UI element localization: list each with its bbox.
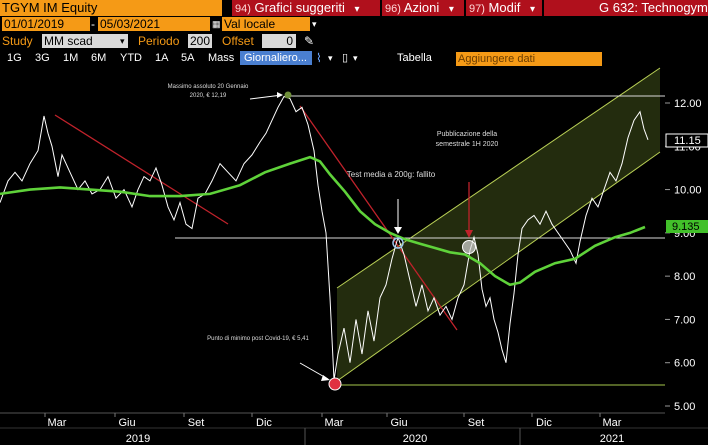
annotation-min-label: Punto di minimo post Covid-19, € 5,41 bbox=[207, 336, 309, 342]
chevron-down-icon: ▾ bbox=[354, 4, 360, 15]
period-label: Periodo bbox=[138, 34, 180, 48]
annotation-ma-test-label: Test media a 200g: fallito bbox=[346, 170, 436, 179]
x-tick-label: Giu bbox=[118, 417, 135, 429]
last-price-tag bbox=[665, 133, 708, 148]
period-ytd-button[interactable]: YTD bbox=[120, 52, 142, 64]
x-tick-label: Giu bbox=[390, 417, 407, 429]
chevron-down-icon[interactable]: ▾ bbox=[312, 19, 317, 29]
annotation-max-label: Massimo assoluto 20 Gennaio 2020, € 12,1… bbox=[167, 84, 249, 99]
x-tick-label: Mar bbox=[48, 417, 67, 429]
add-data-input[interactable]: Aggiungere dati bbox=[456, 52, 602, 66]
y-tick-label: 8.00 bbox=[674, 271, 695, 283]
year-label: 2020 bbox=[403, 433, 427, 445]
channel-upper-line bbox=[336, 67, 661, 289]
y-tick-label: 10.00 bbox=[674, 185, 702, 197]
offset-input[interactable]: 0 bbox=[262, 34, 296, 48]
period-input[interactable]: 200 bbox=[188, 34, 212, 48]
downtrend-line-2019 bbox=[54, 114, 229, 225]
study-select[interactable]: MM scad bbox=[42, 34, 128, 48]
arrow-head-icon bbox=[394, 227, 402, 234]
ma-value-label: 9.135 bbox=[672, 221, 700, 233]
chart-type-icon[interactable]: ▯ bbox=[342, 52, 349, 64]
menu-label: Modif bbox=[488, 0, 521, 15]
frequency-label: Giornaliero bbox=[244, 52, 298, 64]
date-range-bar: 01/01/2019 - 05/03/2021 ▦ Val locale ▾ bbox=[0, 16, 708, 33]
x-tick-label: Mar bbox=[603, 417, 622, 429]
annotation-arrow bbox=[249, 94, 283, 100]
ellipsis: ... bbox=[297, 52, 307, 64]
ma-test-marker bbox=[392, 237, 404, 249]
min-point-marker bbox=[328, 377, 342, 391]
chart-function-title: G 632: Technogym bbox=[544, 0, 708, 16]
date-separator: - bbox=[91, 17, 95, 31]
currency-field[interactable]: Val locale bbox=[222, 17, 310, 31]
x-tick-label: Set bbox=[468, 417, 485, 429]
menu-label: Azioni bbox=[403, 0, 440, 15]
period-3d-button[interactable]: 3G bbox=[35, 52, 50, 64]
period-1y-button[interactable]: 1A bbox=[155, 52, 169, 64]
arrow-head-icon bbox=[277, 92, 283, 98]
x-tick-label: Set bbox=[188, 417, 205, 429]
x-tick-label: Dic bbox=[256, 417, 272, 429]
y-tick-label: 6.00 bbox=[674, 358, 695, 370]
period-max-button[interactable]: Mass bbox=[208, 52, 235, 64]
period-bar: 1G 3G 1M 6M YTD 1A 5A Mass Giornaliero..… bbox=[0, 50, 708, 66]
year-axis: 2019 2020 2021 bbox=[126, 428, 624, 445]
chevron-down-icon: ▾ bbox=[448, 4, 454, 15]
last-price-label: 11.15 bbox=[674, 135, 701, 147]
end-date-field[interactable]: 05/03/2021 bbox=[98, 17, 210, 31]
period-5y-button[interactable]: 5A bbox=[181, 52, 195, 64]
menu-number: 96) bbox=[385, 3, 401, 15]
y-tick-label: 7.00 bbox=[674, 314, 695, 326]
study-bar: Study MM scad ▾ Periodo 200 Offset 0 ✎ bbox=[0, 33, 708, 50]
frequency-select[interactable]: Giornaliero... bbox=[240, 51, 312, 65]
period-1d-button[interactable]: 1G bbox=[7, 52, 22, 64]
year-label: 2021 bbox=[600, 433, 624, 445]
start-date-field[interactable]: 01/01/2019 bbox=[2, 17, 90, 31]
line-chart-icon[interactable]: ⌇ bbox=[316, 51, 322, 65]
menu-number: 97) bbox=[469, 3, 485, 15]
chevron-down-icon[interactable]: ▾ bbox=[120, 36, 125, 46]
pencil-icon[interactable]: ✎ bbox=[304, 34, 315, 48]
trend-channel-area bbox=[337, 68, 660, 381]
title-bar: TGYM IM Equity 94) Grafici suggeriti ▾ 9… bbox=[0, 0, 708, 16]
security-ticker[interactable]: TGYM IM Equity bbox=[0, 0, 222, 16]
arrow-head-icon bbox=[321, 375, 330, 381]
menu-label: Grafici suggeriti bbox=[254, 0, 345, 15]
suggested-charts-menu[interactable]: 94) Grafici suggeriti ▾ bbox=[232, 0, 380, 16]
x-tick-label: Mar bbox=[325, 417, 344, 429]
arrow-head-icon bbox=[465, 230, 473, 238]
actions-menu[interactable]: 96) Azioni ▾ bbox=[382, 0, 464, 16]
chevron-down-icon: ▾ bbox=[529, 4, 535, 15]
x-tick-label: Dic bbox=[536, 417, 552, 429]
max-point-marker bbox=[284, 91, 292, 99]
downtrend-line-2020 bbox=[299, 105, 458, 331]
ma-value-tag bbox=[666, 220, 708, 233]
edit-menu[interactable]: 97) Modif ▾ bbox=[466, 0, 542, 16]
period-6m-button[interactable]: 6M bbox=[91, 52, 107, 64]
study-label: Study bbox=[2, 34, 33, 48]
offset-label: Offset bbox=[222, 34, 254, 48]
x-axis: Mar Giu Set Dic Mar Giu Set Dic Mar bbox=[44, 413, 622, 429]
y-tick-label: 12.00 bbox=[674, 98, 702, 110]
year-label: 2019 bbox=[126, 433, 150, 445]
moving-average-line bbox=[0, 155, 646, 287]
calendar-icon[interactable]: ▦ bbox=[212, 19, 221, 29]
chevron-down-icon[interactable]: ▾ bbox=[353, 53, 358, 63]
price-series-line bbox=[0, 95, 649, 381]
period-1m-button[interactable]: 1M bbox=[63, 52, 79, 64]
table-button[interactable]: Tabella bbox=[397, 52, 432, 64]
y-axis-panel bbox=[665, 66, 708, 445]
menu-number: 94) bbox=[235, 3, 251, 15]
channel-lower-line bbox=[336, 151, 661, 382]
semestrale-marker bbox=[462, 240, 476, 254]
y-tick-label: 5.00 bbox=[674, 401, 695, 413]
annotation-semestrale-label: Pubblicazione della semestrale 1H 2020 bbox=[435, 131, 499, 148]
chevron-down-icon[interactable]: ▾ bbox=[328, 53, 333, 63]
